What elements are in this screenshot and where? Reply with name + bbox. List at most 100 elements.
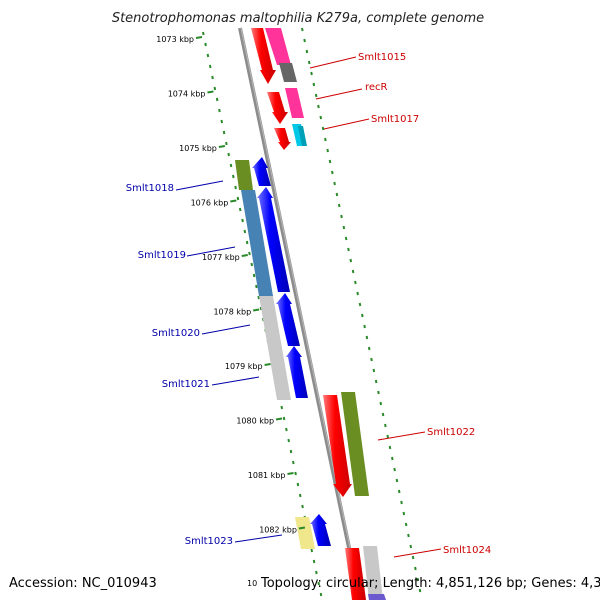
tick-dot	[356, 291, 359, 296]
gene-smlt1020-feature[interactable]	[276, 293, 300, 346]
tick-dot	[381, 412, 385, 417]
tick-mark	[195, 36, 203, 39]
gene-smlt1015-feature[interactable]	[251, 28, 276, 84]
tick-dot	[386, 434, 389, 439]
tick-label: 1078 kbp	[213, 308, 251, 317]
leader-line	[309, 56, 357, 69]
leader-line	[393, 548, 442, 558]
tick-dot	[361, 313, 364, 318]
tick-dot	[409, 544, 413, 549]
tick-dot	[340, 214, 343, 219]
gene-label-smlt1022[interactable]: Smlt1022	[427, 427, 475, 438]
tick-dot	[393, 467, 396, 472]
tick-dot	[337, 203, 341, 208]
leader-line	[211, 376, 260, 386]
tick-dot	[347, 247, 350, 252]
tick-dot	[234, 185, 237, 190]
right-gene-labels: Smlt1015 recR Smlt1017 Smlt1022 Smlt1024	[309, 52, 491, 558]
gene-label-smlt1024[interactable]: Smlt1024	[443, 545, 491, 556]
yellow-feature	[295, 517, 315, 549]
tick-mark	[207, 90, 214, 94]
tick-mark	[253, 308, 260, 312]
tick-dot	[363, 324, 366, 329]
gene-label-smlt1021[interactable]: Smlt1021	[162, 379, 210, 390]
tick-label: 1075 kbp	[179, 144, 217, 153]
tick-dot	[303, 38, 306, 43]
tick-dot	[328, 159, 332, 164]
tick-dot	[310, 548, 314, 553]
tick-labels: 1073 kbp 1074 kbp 1075 kbp 1076 kbp 1077 kbp…	[156, 35, 306, 535]
tick-label: 1081 kbp	[248, 471, 286, 480]
tick-dot	[285, 427, 288, 432]
tick-dot	[229, 163, 233, 168]
map-title: Stenotrophomonas maltophilia K279a, comp…	[112, 11, 484, 26]
tick-label: 1074 kbp	[168, 90, 206, 99]
tick-dot	[282, 416, 286, 421]
grey-feature-1	[259, 296, 291, 400]
gene-smlt1024-feature[interactable]	[345, 548, 366, 600]
tick-dot	[331, 170, 334, 175]
tick-dot	[407, 533, 410, 538]
gene-smlt1022-feature[interactable]	[323, 395, 352, 497]
tick-dot	[404, 522, 408, 527]
tick-dot	[312, 82, 316, 87]
leader-line	[201, 324, 251, 335]
tick-dot	[305, 49, 309, 54]
gene-smlt1021-feature[interactable]	[286, 346, 308, 398]
tick-dot	[310, 71, 313, 76]
gene-smlt1023-feature[interactable]	[310, 514, 331, 546]
tick-dot	[372, 368, 376, 373]
gene-recr-feature[interactable]	[267, 92, 288, 124]
tick-dot	[218, 108, 221, 113]
tick-dot	[351, 269, 355, 274]
gene-label-smlt1018[interactable]: Smlt1018	[126, 183, 174, 194]
tick-dot	[414, 566, 417, 571]
leader-line	[186, 246, 236, 257]
gene-smlt1019-feature[interactable]	[257, 187, 290, 292]
tick-dot	[202, 31, 205, 36]
gene-label-smlt1017[interactable]: Smlt1017	[371, 114, 419, 125]
accession-text: Accession: NC_010943	[9, 576, 157, 591]
gene-label-smlt1015[interactable]: Smlt1015	[358, 52, 406, 63]
reverse-strand-features	[235, 157, 386, 600]
olive-feature-1	[235, 160, 253, 190]
tick-label: 1077 kbp	[202, 253, 240, 262]
tick-mark	[230, 199, 237, 203]
tick-dot	[227, 152, 230, 157]
tick-dot	[391, 456, 394, 461]
tick-dot	[321, 126, 325, 131]
tick-label: 1073 kbp	[156, 35, 194, 44]
gene-smlt1018-feature[interactable]	[252, 157, 271, 186]
tick-dot	[236, 196, 240, 201]
dark-grey-feature	[279, 63, 297, 82]
tick-mark	[275, 417, 283, 421]
tick-dot	[319, 115, 323, 120]
tick-dot	[314, 93, 318, 98]
tick-dot	[324, 137, 327, 142]
tick-dot	[241, 218, 244, 223]
tick-dot	[250, 262, 254, 267]
leader-line	[234, 534, 283, 543]
tick-mark	[287, 472, 294, 475]
steel-feature	[241, 190, 273, 296]
tick-dot	[248, 251, 251, 256]
gene-label-recr[interactable]: recR	[365, 82, 388, 93]
tick-dot	[377, 390, 380, 395]
tick-dot	[294, 471, 297, 476]
tick-dot	[374, 379, 378, 384]
tick-dot	[402, 511, 406, 516]
tick-dot	[211, 75, 214, 80]
tick-dot	[292, 460, 295, 465]
tick-dot	[259, 306, 263, 311]
tick-dot	[400, 500, 403, 505]
tick-dot	[225, 141, 228, 146]
tick-label: 1080 kbp	[236, 417, 274, 426]
forward-strand-features	[251, 28, 383, 600]
tick-dot	[296, 482, 300, 487]
gene-label-smlt1019[interactable]: Smlt1019	[138, 250, 186, 261]
tick-dot	[307, 60, 311, 65]
gene-label-smlt1020[interactable]: Smlt1020	[152, 328, 200, 339]
leader-line	[323, 118, 370, 130]
gene-label-smlt1023[interactable]: Smlt1023	[185, 536, 233, 547]
gene-smlt1017-feature[interactable]	[274, 128, 291, 150]
